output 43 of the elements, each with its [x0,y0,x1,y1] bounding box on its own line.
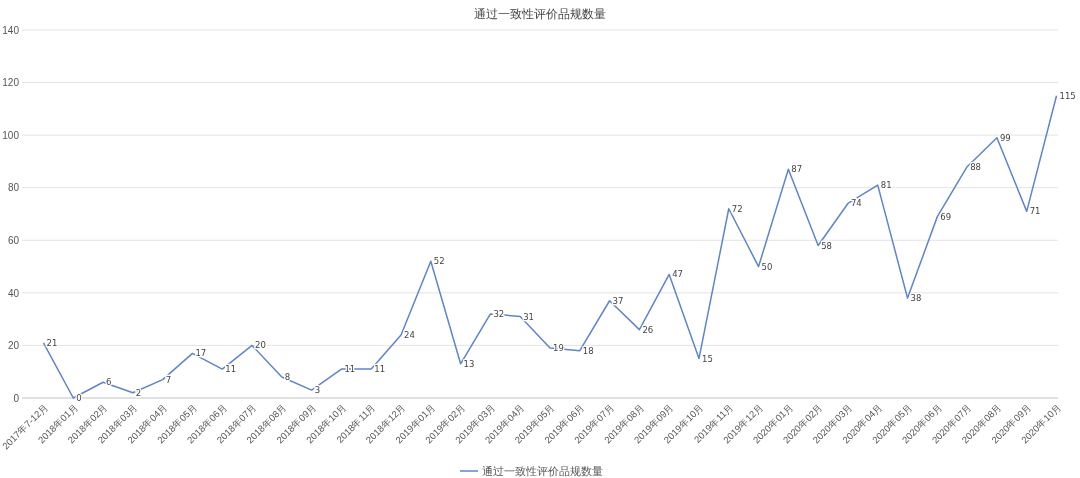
data-label: 87 [791,164,803,175]
y-tick-label: 100 [2,129,20,141]
data-label: 81 [880,180,892,191]
line-series [42,94,1058,399]
y-tick-label: 120 [2,77,20,89]
data-label: 58 [821,240,832,251]
legend-label: 通过一致性评价品规数量 [482,465,603,478]
data-label: 115 [1059,90,1076,101]
data-label: 88 [970,161,981,172]
y-tick-label: 60 [7,234,20,246]
data-label: 26 [642,324,654,335]
data-label: 24 [404,329,415,340]
y-tick-label: 0 [13,392,20,404]
data-label: 21 [46,337,58,348]
data-label: 38 [910,293,922,304]
data-label: 37 [612,295,624,306]
data-label: 69 [940,211,952,222]
data-label: 31 [523,311,535,322]
data-label: 18 [582,345,594,356]
data-label: 99 [999,132,1011,143]
data-label: 72 [731,203,743,214]
data-label: 74 [850,198,862,209]
data-label: 52 [433,256,445,267]
y-tick-label: 140 [2,24,20,36]
data-label: 3 [314,385,321,396]
data-label: 71 [1029,206,1041,217]
data-label: 50 [761,261,773,272]
data-label: 7 [165,374,172,385]
data-label: 13 [463,358,475,369]
y-tick-label: 80 [7,182,20,194]
data-label: 11 [225,364,237,375]
data-label: 2 [135,387,142,398]
data-label: 6 [106,377,112,388]
data-label: 17 [195,348,207,359]
data-label: 8 [284,371,291,382]
data-label: 0 [76,393,82,403]
y-tick-label: 40 [7,287,20,299]
data-label: 47 [672,269,684,280]
y-tick-label: 20 [7,340,20,352]
data-label: 11 [374,364,386,375]
chart-title: 通过一致性评价品规数量 [474,7,606,21]
data-label: 15 [701,353,713,364]
data-label: 20 [255,340,266,351]
